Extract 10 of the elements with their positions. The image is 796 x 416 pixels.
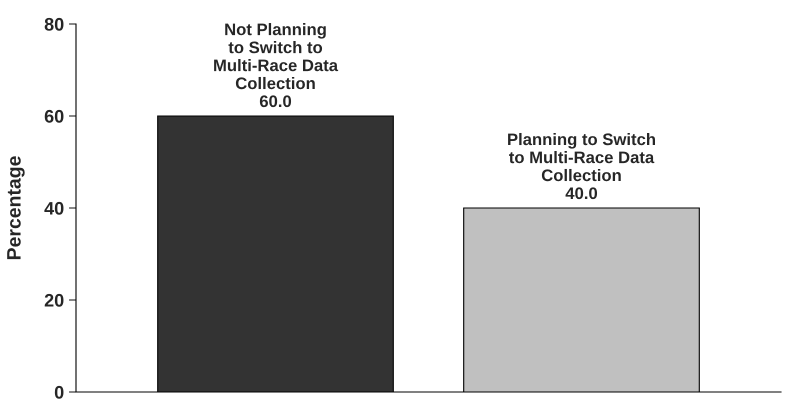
y-tick-label: 60 [44,110,64,123]
data-label: 40.0 [566,187,598,200]
y-tick-label: 0 [54,386,64,399]
data-label: 60.0 [260,95,292,108]
y-tick-label: 20 [44,294,64,307]
y-tick-label: 80 [44,18,64,31]
x-tick-label: Not Planning to Switch to Multi-Race Data Collection [214,23,338,90]
x-tick-label: Planning to Switch to Multi-Race Data Collection [508,132,656,182]
y-axis-title: Percentage [7,156,25,260]
y-tick-label: 40 [44,202,64,215]
